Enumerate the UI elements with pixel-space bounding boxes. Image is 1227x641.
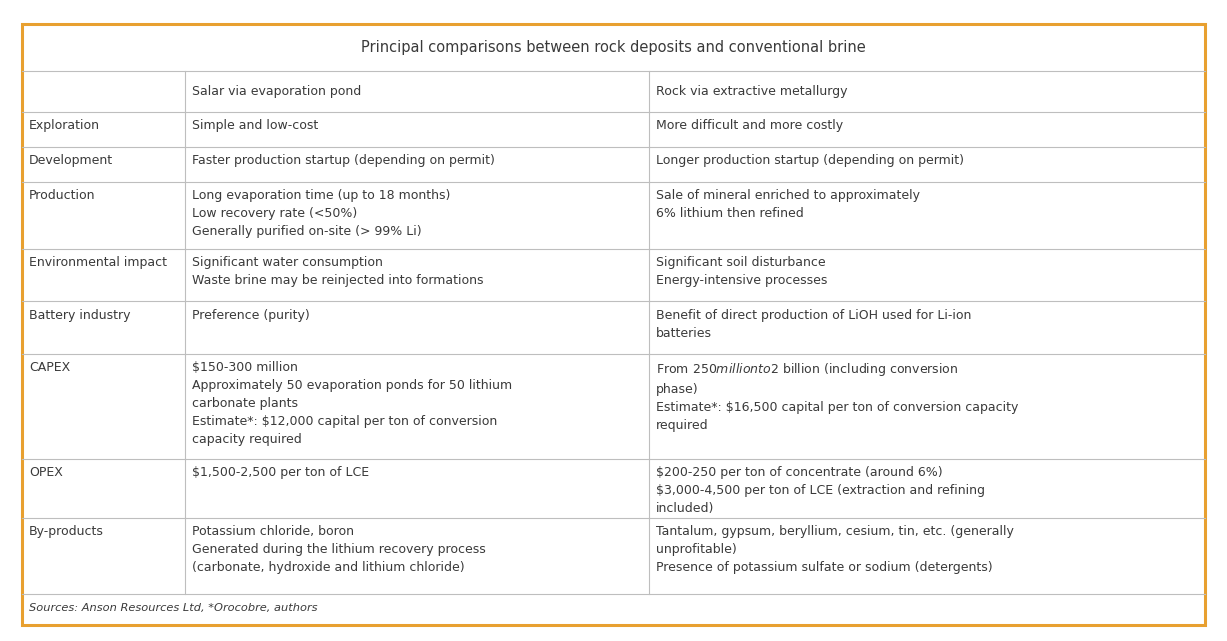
Text: Principal comparisons between rock deposits and conventional brine: Principal comparisons between rock depos… xyxy=(361,40,866,55)
Text: CAPEX: CAPEX xyxy=(29,361,70,374)
Text: Significant water consumption
Waste brine may be reinjected into formations: Significant water consumption Waste brin… xyxy=(193,256,483,287)
Text: $1,500-2,500 per ton of LCE: $1,500-2,500 per ton of LCE xyxy=(193,466,369,479)
Text: Faster production startup (depending on permit): Faster production startup (depending on … xyxy=(193,154,496,167)
Text: Exploration: Exploration xyxy=(29,119,101,132)
Text: Benefit of direct production of LiOH used for Li-ion
batteries: Benefit of direct production of LiOH use… xyxy=(656,308,972,340)
Text: Preference (purity): Preference (purity) xyxy=(193,308,310,322)
Text: Salar via evaporation pond: Salar via evaporation pond xyxy=(193,85,362,98)
Text: Longer production startup (depending on permit): Longer production startup (depending on … xyxy=(656,154,964,167)
Text: From $250 million to $2 billion (including conversion
phase)
Estimate*: $16,500 : From $250 million to $2 billion (includi… xyxy=(656,361,1018,432)
Text: OPEX: OPEX xyxy=(29,466,63,479)
Text: Simple and low-cost: Simple and low-cost xyxy=(193,119,319,132)
Text: Production: Production xyxy=(29,189,96,203)
Text: Rock via extractive metallurgy: Rock via extractive metallurgy xyxy=(656,85,848,98)
Text: Environmental impact: Environmental impact xyxy=(29,256,167,269)
Text: $200-250 per ton of concentrate (around 6%)
$3,000-4,500 per ton of LCE (extract: $200-250 per ton of concentrate (around … xyxy=(656,466,985,515)
Text: Sale of mineral enriched to approximately
6% lithium then refined: Sale of mineral enriched to approximatel… xyxy=(656,189,920,221)
Text: Battery industry: Battery industry xyxy=(29,308,131,322)
Text: Long evaporation time (up to 18 months)
Low recovery rate (<50%)
Generally purif: Long evaporation time (up to 18 months) … xyxy=(193,189,450,238)
Text: Sources: Anson Resources Ltd, *Orocobre, authors: Sources: Anson Resources Ltd, *Orocobre,… xyxy=(29,603,318,613)
Text: By-products: By-products xyxy=(29,526,104,538)
Text: Tantalum, gypsum, beryllium, cesium, tin, etc. (generally
unprofitable)
Presence: Tantalum, gypsum, beryllium, cesium, tin… xyxy=(656,526,1014,574)
Text: $150-300 million
Approximately 50 evaporation ponds for 50 lithium
carbonate pla: $150-300 million Approximately 50 evapor… xyxy=(193,361,513,446)
Text: Development: Development xyxy=(29,154,113,167)
Text: Significant soil disturbance
Energy-intensive processes: Significant soil disturbance Energy-inte… xyxy=(656,256,827,287)
Text: More difficult and more costly: More difficult and more costly xyxy=(656,119,843,132)
Text: Potassium chloride, boron
Generated during the lithium recovery process
(carbona: Potassium chloride, boron Generated duri… xyxy=(193,526,486,574)
